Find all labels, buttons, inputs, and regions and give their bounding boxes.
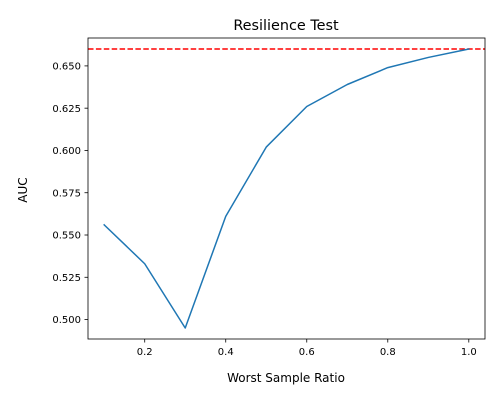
- y-axis: 0.500 0.525 0.550 0.575 0.600 0.625 0.650: [52, 62, 88, 326]
- y-tick-label: 0.500: [52, 315, 81, 326]
- plot-frame: [87, 37, 486, 340]
- y-tick-label: 0.575: [52, 188, 81, 199]
- x-tick-label: 0.8: [380, 347, 396, 358]
- series-line: [103, 48, 470, 329]
- plot-area: [88, 48, 485, 329]
- y-tick-label: 0.600: [52, 146, 81, 157]
- x-tick-label: 0.6: [299, 347, 315, 358]
- x-tick-label: 0.4: [218, 347, 234, 358]
- chart-title: Resilience Test: [233, 18, 339, 34]
- x-tick-label: 1.0: [461, 347, 477, 358]
- y-tick-label: 0.525: [52, 273, 81, 284]
- y-axis-label: AUC: [16, 177, 30, 202]
- x-tick-label: 0.2: [137, 347, 153, 358]
- x-axis-label: Worst Sample Ratio: [227, 371, 345, 385]
- x-axis: 0.2 0.4 0.6 0.8 1.0: [137, 339, 477, 358]
- y-tick-label: 0.650: [52, 62, 81, 73]
- y-tick-label: 0.550: [52, 231, 81, 242]
- y-tick-label: 0.625: [52, 104, 81, 115]
